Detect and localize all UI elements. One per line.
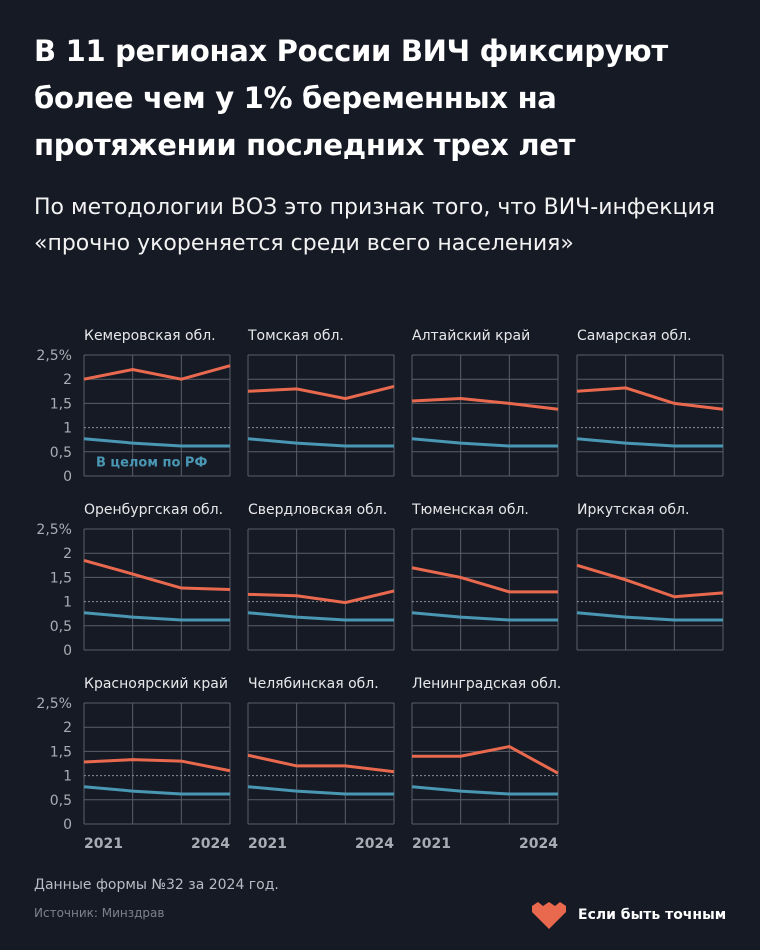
panel-title: Свердловская обл. [248,502,387,518]
panel-title: Оренбургская обл. [84,502,223,518]
x-tick-label: 2021 [248,836,287,852]
y-tick-label: 1 [63,595,72,611]
region-series-line [83,364,231,381]
region-series-line [83,758,231,773]
y-tick-label: 0 [63,817,72,833]
y-tick-label: 2,5% [36,348,72,364]
region-series-line [247,589,395,605]
region-series-line [412,744,559,775]
brand-name: Если быть точным [578,907,727,923]
reference-series-line [576,611,723,622]
x-tick-label: 2024 [519,836,558,852]
panel-title: Самарская обл. [577,328,692,344]
panel-title: Кемеровская обл. [84,328,216,344]
panel-title: Челябинская обл. [248,676,379,692]
y-tick-label: 0,5 [50,793,72,809]
region-series-line [576,386,724,411]
region-series-line [411,566,558,594]
heart-logo-icon [532,902,566,929]
reference-series-line [411,611,558,622]
reference-series-line [411,785,558,796]
y-tick-label: 1,5 [50,570,72,586]
panel-title: Алтайский край [412,328,530,344]
reference-series-line [247,437,394,448]
y-tick-label: 2 [63,720,72,736]
region-series-line [247,385,395,401]
y-tick-label: 1,5 [50,396,72,412]
reference-series-line [83,437,230,448]
y-tick-label: 1 [63,421,72,437]
x-tick-label: 2024 [355,836,394,852]
brand-logo: Если быть точным [530,900,726,930]
region-series-line [576,563,724,599]
y-tick-label: 2 [63,546,72,562]
page-title: В 11 регионах России ВИЧ фиксируют более… [34,34,668,162]
y-tick-label: 1 [63,769,72,785]
y-tick-label: 2 [63,372,72,388]
reference-series-line [247,785,394,796]
x-tick-label: 2021 [84,836,123,852]
panel-title: Ленинградская обл. [412,676,561,692]
reference-series-line [83,611,230,622]
y-tick-label: 2,5% [36,696,72,712]
panel-title: Красноярский край [84,676,228,692]
y-tick-label: 2,5% [36,522,72,538]
small-multiples-chart: Кемеровская обл. В целом по РФ 0 0,5 1 1,5 2 2,… [36,328,724,852]
y-tick-label: 0 [63,469,72,485]
region-series-line [411,397,559,411]
panel-title: Тюменская обл. [411,502,529,518]
region-series-line [247,753,395,774]
y-tick-label: 1,5 [50,744,72,760]
region-series-line [83,559,231,591]
data-note: Данные формы №32 за 2024 год. [34,877,279,893]
y-tick-label: 0 [63,643,72,659]
reference-series-line [411,437,558,448]
reference-series-line [83,785,230,796]
x-tick-label: 2021 [412,836,451,852]
x-tick-label: 2024 [191,836,230,852]
panel-title: Томская обл. [247,328,344,344]
page-subtitle: По методологии ВОЗ это признак того, что… [34,195,716,256]
y-tick-label: 0,5 [50,445,72,461]
source-note: Источник: Минздрав [34,906,165,920]
panel-title: Иркутская обл. [577,502,689,518]
y-tick-label: 0,5 [50,619,72,635]
reference-series-label: В целом по РФ [96,455,207,470]
reference-series-line [576,437,723,448]
reference-series-line [247,611,394,622]
